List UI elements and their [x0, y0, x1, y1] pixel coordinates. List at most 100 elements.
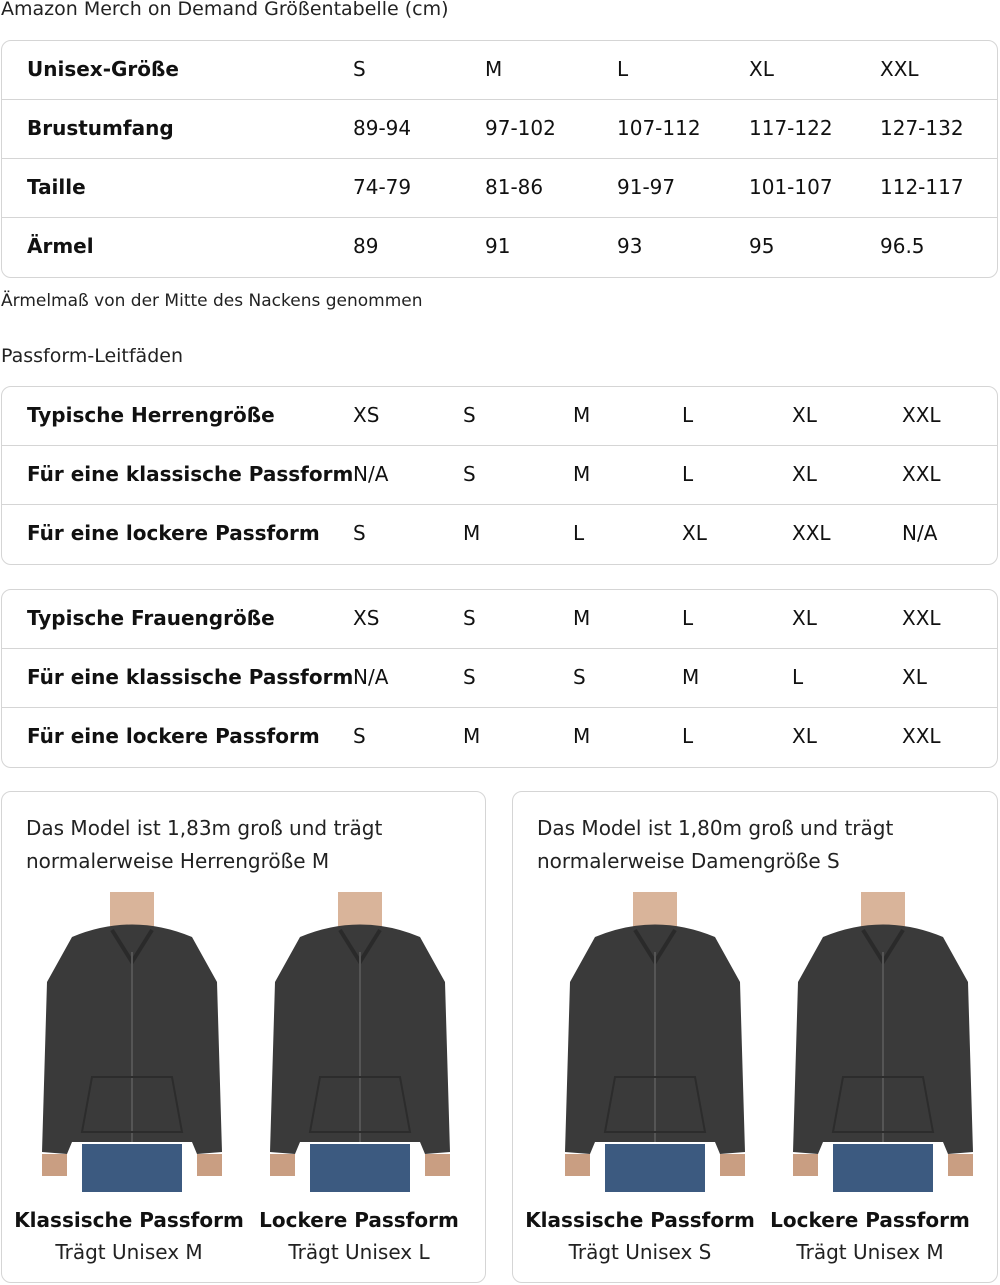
photo-caption: Lockere Passform	[259, 1208, 459, 1232]
model-desc-line2: normalerweise Damengröße S	[537, 849, 840, 873]
table-cell: 96.5	[880, 234, 925, 258]
table-cell: 127-132	[880, 116, 964, 140]
table-cell: M	[682, 665, 700, 689]
model-card-men: Das Model ist 1,83m groß und trägt normal…	[1, 791, 486, 1283]
table-cell: 95	[749, 234, 775, 258]
table-row: Ärmel 89 91 93 95 96.5	[2, 218, 997, 277]
table-row: Für eine lockere Passform S M L XL XXL N/A	[2, 505, 997, 564]
table-cell: S	[463, 403, 476, 427]
table-cell: S	[353, 724, 366, 748]
table-cell: XL	[749, 57, 774, 81]
table-cell: XS	[353, 606, 380, 630]
photo-caption: Klassische Passform	[525, 1208, 755, 1232]
table-cell: L	[617, 57, 629, 81]
table-cell: S	[353, 521, 366, 545]
table-cell: XXL	[902, 403, 941, 427]
table-cell: L	[682, 606, 694, 630]
table-cell: N/A	[902, 521, 938, 545]
sleeve-note: Ärmelmaß von der Mitte des Nackens genom…	[1, 291, 423, 311]
model-card-women: Das Model ist 1,80m groß und trägt normal…	[512, 791, 998, 1283]
table-cell: 74-79	[353, 175, 412, 199]
row-label: Typische Frauengröße	[27, 606, 275, 630]
row-label: Für eine lockere Passform	[27, 724, 320, 748]
table-cell: L	[682, 462, 694, 486]
table-cell: L	[682, 724, 694, 748]
table-cell: XL	[902, 665, 927, 689]
table-cell: XL	[792, 403, 817, 427]
row-label: Typische Herrengröße	[27, 403, 275, 427]
men-fit-table: Typische Herrengröße XS S M L XL XXL Für eine k…	[1, 386, 998, 565]
size-table: Unisex-Größe S M L XL XXL Brustumfang 89-94 97-1…	[1, 40, 998, 278]
table-cell: N/A	[353, 665, 389, 689]
table-row: Typische Herrengröße XS S M L XL XXL	[2, 387, 997, 446]
photo-subcaption: Trägt Unisex L	[288, 1240, 430, 1264]
table-cell: M	[573, 606, 591, 630]
table-cell: XS	[353, 403, 380, 427]
table-cell: M	[485, 57, 503, 81]
table-row: Taille 74-79 81-86 91-97 101-107 112-117	[2, 159, 997, 218]
table-cell: XL	[792, 606, 817, 630]
table-row: Brustumfang 89-94 97-102 107-112 117-122 127-…	[2, 100, 997, 159]
table-cell: M	[463, 521, 481, 545]
table-cell: N/A	[353, 462, 389, 486]
model-desc-line2: normalerweise Herrengröße M	[26, 849, 330, 873]
photo-caption: Lockere Passform	[770, 1208, 970, 1232]
table-cell: XL	[792, 462, 817, 486]
fit-guide-title: Passform-Leitfäden	[1, 345, 183, 367]
row-label: Für eine lockere Passform	[27, 521, 320, 545]
table-cell: XXL	[880, 57, 919, 81]
table-cell: L	[792, 665, 804, 689]
table-cell: XXL	[902, 724, 941, 748]
women-fit-table: Typische Frauengröße XS S M L XL XXL Für eine k…	[1, 589, 998, 768]
model-photo-classic	[32, 892, 232, 1192]
table-cell: M	[573, 724, 591, 748]
row-label: Taille	[27, 175, 86, 199]
row-label: Für eine klassische Passform	[27, 665, 354, 689]
table-cell: L	[573, 521, 585, 545]
table-cell: 91	[485, 234, 511, 258]
row-label: Unisex-Größe	[27, 57, 179, 81]
photo-caption: Klassische Passform	[14, 1208, 244, 1232]
table-cell: 93	[617, 234, 643, 258]
page-title: Amazon Merch on Demand Größentabelle (cm…	[1, 0, 449, 20]
table-row: Für eine klassische Passform N/A S M L XL XXL	[2, 446, 997, 505]
table-cell: 89	[353, 234, 379, 258]
table-cell: S	[463, 606, 476, 630]
photo-subcaption: Trägt Unisex S	[568, 1240, 712, 1264]
table-cell: S	[463, 665, 476, 689]
table-cell: 89-94	[353, 116, 412, 140]
table-cell: M	[573, 462, 591, 486]
table-row: Typische Frauengröße XS S M L XL XXL	[2, 590, 997, 649]
model-photo-loose	[783, 892, 983, 1192]
table-cell: 107-112	[617, 116, 701, 140]
model-desc-line1: Das Model ist 1,83m groß und trägt	[26, 816, 383, 840]
model-photo-loose	[260, 892, 460, 1192]
table-cell: L	[682, 403, 694, 427]
table-cell: 112-117	[880, 175, 964, 199]
table-cell: XXL	[792, 521, 831, 545]
table-row: Für eine klassische Passform N/A S S M L XL	[2, 649, 997, 708]
table-cell: S	[353, 57, 366, 81]
model-desc-line1: Das Model ist 1,80m groß und trägt	[537, 816, 894, 840]
table-cell: M	[573, 403, 591, 427]
table-row: Für eine lockere Passform S M M L XL XXL	[2, 708, 997, 767]
model-photo-classic	[555, 892, 755, 1192]
table-cell: 101-107	[749, 175, 833, 199]
table-cell: S	[463, 462, 476, 486]
table-cell: 117-122	[749, 116, 833, 140]
table-cell: 81-86	[485, 175, 544, 199]
table-cell: XXL	[902, 606, 941, 630]
table-cell: 91-97	[617, 175, 676, 199]
photo-subcaption: Trägt Unisex M	[55, 1240, 203, 1264]
table-row: Unisex-Größe S M L XL XXL	[2, 41, 997, 100]
table-cell: XL	[792, 724, 817, 748]
table-cell: XL	[682, 521, 707, 545]
table-cell: M	[463, 724, 481, 748]
table-cell: 97-102	[485, 116, 556, 140]
row-label: Brustumfang	[27, 116, 174, 140]
table-cell: S	[573, 665, 586, 689]
row-label: Für eine klassische Passform	[27, 462, 354, 486]
photo-subcaption: Trägt Unisex M	[796, 1240, 944, 1264]
table-cell: XXL	[902, 462, 941, 486]
row-label: Ärmel	[27, 234, 94, 258]
